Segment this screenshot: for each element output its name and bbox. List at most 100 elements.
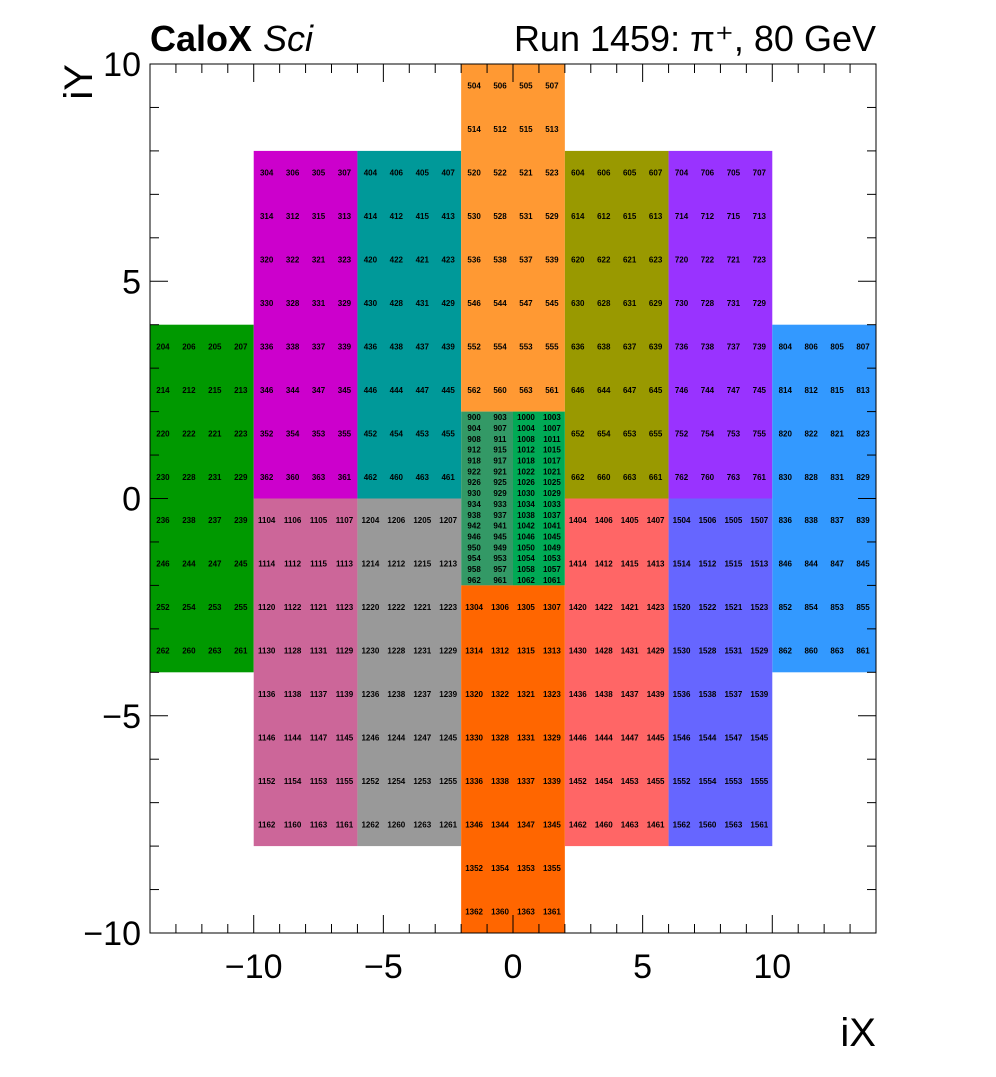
run-label: Run 1459: π⁺, 80 GeV [514, 18, 876, 59]
channel-label: 1514 [673, 560, 691, 569]
channel-label: 853 [830, 603, 844, 612]
channel-label: 1212 [387, 560, 405, 569]
channel-label: 1404 [569, 516, 587, 525]
channel-label: 1231 [413, 647, 431, 656]
channel-label: 1544 [699, 733, 717, 742]
channel-label: 322 [286, 256, 300, 265]
channel-label: 1204 [361, 516, 379, 525]
channel-label: 236 [156, 516, 170, 525]
channel-label: 229 [234, 473, 248, 482]
channel-label: 1049 [543, 543, 561, 552]
channel-label: 739 [753, 342, 767, 351]
channel-label: 829 [856, 473, 870, 482]
channel-label: 1304 [465, 603, 483, 612]
x-tick-label: −10 [225, 948, 283, 986]
channel-label: 1123 [336, 603, 354, 612]
channel-label: 1120 [258, 603, 276, 612]
channel-label: 206 [182, 342, 196, 351]
experiment-title: CaloX Sci [150, 18, 314, 59]
channel-label: 422 [390, 256, 404, 265]
channel-label: 844 [804, 560, 818, 569]
module-7 [668, 150, 773, 499]
channel-label: 1255 [439, 777, 457, 786]
channel-label: 1147 [310, 733, 328, 742]
channel-label: 1154 [284, 777, 302, 786]
channel-label: 1305 [517, 603, 535, 612]
channel-label: 1207 [439, 516, 457, 525]
channel-label: 261 [234, 647, 248, 656]
channel-label: 1012 [517, 446, 535, 455]
channel-label: 306 [286, 169, 300, 178]
channel-label: 1252 [361, 777, 379, 786]
channel-label: 1312 [491, 647, 509, 656]
channel-label: 1552 [673, 777, 691, 786]
channel-label: 544 [493, 299, 507, 308]
channel-label: 1321 [517, 690, 535, 699]
channel-label: 1205 [413, 516, 431, 525]
channel-label: 323 [338, 256, 352, 265]
channel-label: 346 [260, 386, 274, 395]
channel-label: 546 [467, 299, 481, 308]
channel-label: 1315 [517, 647, 535, 656]
x-tick-label: 5 [633, 948, 652, 986]
channel-label: 347 [312, 386, 326, 395]
channel-label: 328 [286, 299, 300, 308]
channel-label: 604 [571, 169, 585, 178]
channel-label: 1155 [336, 777, 354, 786]
channel-label: 661 [649, 473, 663, 482]
channel-label: 1138 [284, 690, 302, 699]
channel-label: 900 [467, 413, 481, 422]
channel-label: 1454 [595, 777, 613, 786]
channel-label: 1136 [258, 690, 276, 699]
channel-label: 1355 [543, 864, 561, 873]
channel-label: 762 [675, 473, 689, 482]
channel-label: 352 [260, 429, 274, 438]
module-9 [461, 411, 513, 586]
channel-label: 1121 [310, 603, 328, 612]
channel-label: 929 [493, 489, 507, 498]
channel-label: 1153 [310, 777, 328, 786]
channel-label: 1017 [543, 456, 561, 465]
channel-label: 1360 [491, 907, 509, 916]
channel-label: 1221 [413, 603, 431, 612]
channel-label: 431 [416, 299, 430, 308]
channel-label: 1057 [543, 565, 561, 574]
channel-label: 1152 [258, 777, 276, 786]
channel-label: 1405 [621, 516, 639, 525]
channel-label: 728 [701, 299, 715, 308]
channel-label: 523 [545, 169, 559, 178]
channel-label: 429 [441, 299, 455, 308]
channel-label: 860 [804, 647, 818, 656]
channel-label: 752 [675, 429, 689, 438]
module-3 [253, 150, 358, 499]
channel-label: 1246 [361, 733, 379, 742]
channel-label: 1008 [517, 435, 535, 444]
channel-label: 1504 [673, 516, 691, 525]
channel-label: 623 [649, 256, 663, 265]
channel-label: 536 [467, 256, 481, 265]
channel-label: 1229 [439, 647, 457, 656]
channel-label: 244 [182, 560, 196, 569]
channel-label: 460 [390, 473, 404, 482]
channel-label: 915 [493, 446, 507, 455]
channel-label: 1407 [647, 516, 665, 525]
channel-label: 753 [727, 429, 741, 438]
channel-label: 614 [571, 212, 585, 221]
channel-label: 862 [779, 647, 793, 656]
channel-label: 1236 [361, 690, 379, 699]
channel-label: 941 [493, 522, 507, 531]
channel-label: 1042 [517, 522, 535, 531]
channel-label: 949 [493, 543, 507, 552]
channel-label: 1439 [647, 690, 665, 699]
module-12 [357, 498, 462, 847]
channel-label: 1053 [543, 554, 561, 563]
channel-label: 1553 [724, 777, 742, 786]
channel-label: 1058 [517, 565, 535, 574]
channel-label: 903 [493, 413, 507, 422]
channel-label: 721 [727, 256, 741, 265]
channel-label: 1523 [750, 603, 768, 612]
channel-label: 245 [234, 560, 248, 569]
channel-label: 662 [571, 473, 585, 482]
channel-label: 1538 [699, 690, 717, 699]
channel-label: 255 [234, 603, 248, 612]
